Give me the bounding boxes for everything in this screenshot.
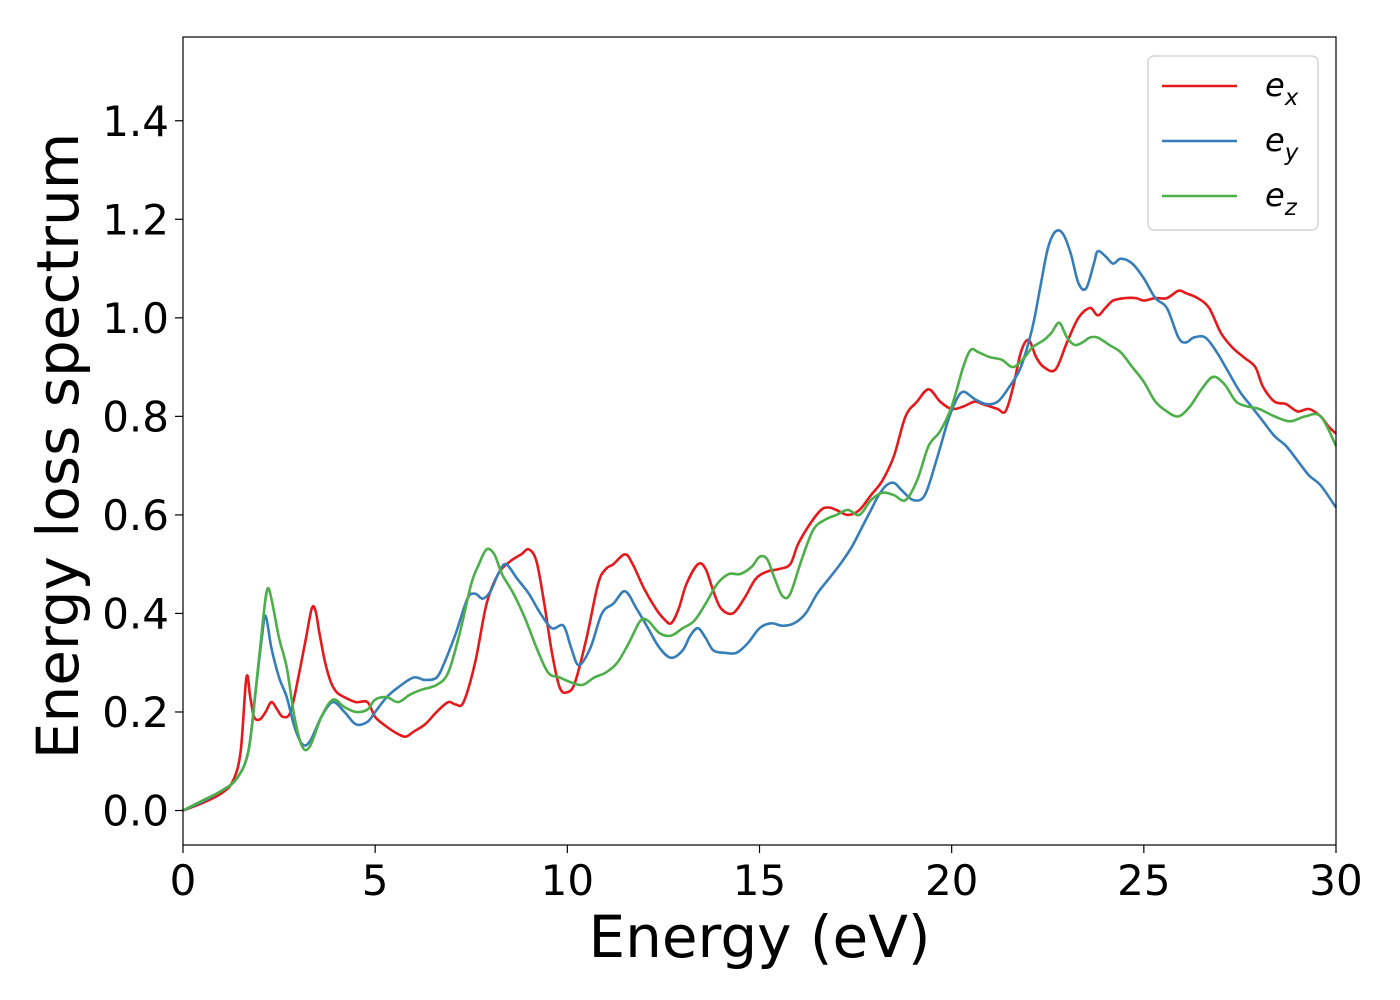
- plot-frame: [182, 36, 1337, 846]
- y-tick-label: 0.0: [102, 787, 169, 836]
- legend-box: [1147, 55, 1319, 231]
- series-line-e-x: [182, 289, 1337, 812]
- y-tick-label: 0.4: [102, 589, 169, 638]
- y-tick-label: 0.6: [102, 491, 169, 540]
- legend-label-base: e: [1265, 121, 1285, 159]
- legend-label: ez: [1265, 176, 1298, 221]
- y-tick-label: 1.2: [102, 195, 169, 244]
- y-axis-title: Energy loss spectrum: [24, 133, 92, 759]
- x-tick-label: 25: [1117, 856, 1170, 905]
- x-axis-title: Energy (eV): [588, 903, 930, 971]
- y-axis-ticks: 0.0 0.2 0.4 0.6 0.8 1.0 1.2 1.4: [102, 97, 183, 836]
- x-axis-ticks: 0 5 10 15 20 25 30: [170, 845, 1363, 905]
- x-tick-label: 20: [925, 856, 978, 905]
- y-tick-label: 1.0: [102, 294, 169, 343]
- legend-label-base: e: [1265, 176, 1285, 214]
- legend-label-subscript: y: [1284, 140, 1299, 166]
- x-tick-label: 10: [541, 856, 594, 905]
- y-tick-label: 0.8: [102, 392, 169, 441]
- x-tick-label: 5: [362, 856, 389, 905]
- legend-label-subscript: z: [1284, 195, 1298, 221]
- legend-label-base: e: [1265, 66, 1285, 104]
- series-line-e-z: [182, 321, 1338, 812]
- x-tick-label: 30: [1309, 856, 1362, 905]
- y-tick-label: 0.2: [102, 688, 169, 737]
- legend-label: ex: [1265, 66, 1299, 111]
- series-lines: [182, 229, 1338, 812]
- legend-label: ey: [1265, 121, 1299, 166]
- series-line-e-y: [182, 229, 1338, 812]
- legend-label-subscript: x: [1284, 85, 1299, 111]
- x-tick-label: 0: [170, 856, 197, 905]
- y-tick-label: 1.4: [102, 97, 169, 146]
- x-tick-label: 15: [733, 856, 786, 905]
